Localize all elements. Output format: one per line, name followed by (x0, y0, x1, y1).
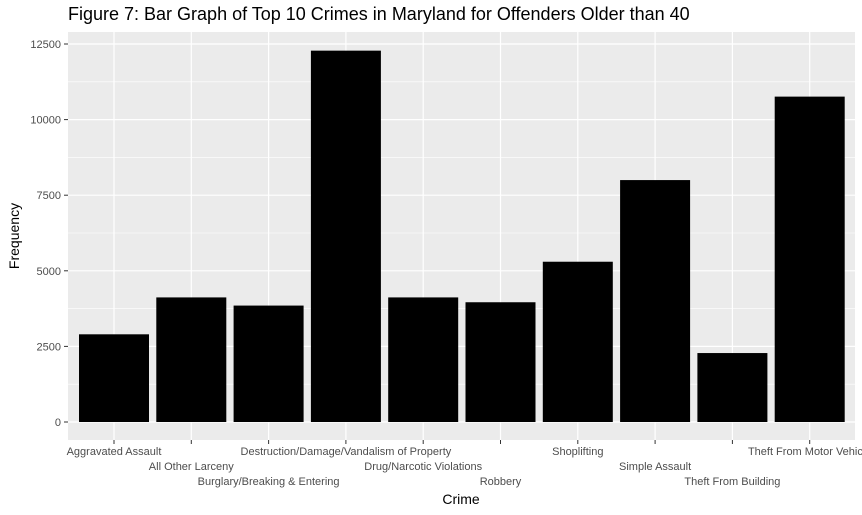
x-tick-label: Drug/Narcotic Violations (364, 461, 482, 473)
x-axis-title: Crime (442, 491, 480, 507)
x-tick-label: Robbery (480, 476, 522, 488)
x-tick-label: Theft From Motor Vehicle (748, 446, 862, 458)
bar (620, 180, 691, 422)
y-axis: 0 2500 5000 7500 10000 12500 (30, 39, 68, 429)
bar (542, 261, 613, 422)
y-tick-label: 12500 (30, 39, 61, 51)
bar (465, 302, 536, 422)
y-tick-label: 0 (55, 417, 61, 429)
y-tick-label: 5000 (37, 266, 61, 278)
bar (774, 96, 845, 422)
y-tick-label: 7500 (37, 190, 61, 202)
x-tick-label: All Other Larceny (149, 461, 234, 473)
x-tick-label: Aggravated Assault (67, 446, 162, 458)
x-tick-label: Burglary/Breaking & Entering (198, 476, 340, 488)
x-tick-label: Theft From Building (684, 476, 780, 488)
y-axis-title: Frequency (6, 203, 22, 269)
bar (233, 305, 304, 422)
bar (79, 334, 149, 422)
chart-title: Figure 7: Bar Graph of Top 10 Crimes in … (68, 4, 690, 24)
y-tick-label: 2500 (37, 341, 61, 353)
y-tick-label: 10000 (30, 115, 61, 127)
bar (697, 353, 768, 422)
bar (388, 297, 459, 422)
x-axis: Aggravated Assault All Other Larceny Burgl… (67, 440, 862, 488)
bars (79, 50, 845, 422)
x-tick-label: Shoplifting (552, 446, 603, 458)
bar (310, 50, 381, 422)
x-tick-label: Simple Assault (619, 461, 691, 473)
x-tick-label: Destruction/Damage/Vandalism of Property (241, 446, 452, 458)
bar (156, 297, 227, 422)
